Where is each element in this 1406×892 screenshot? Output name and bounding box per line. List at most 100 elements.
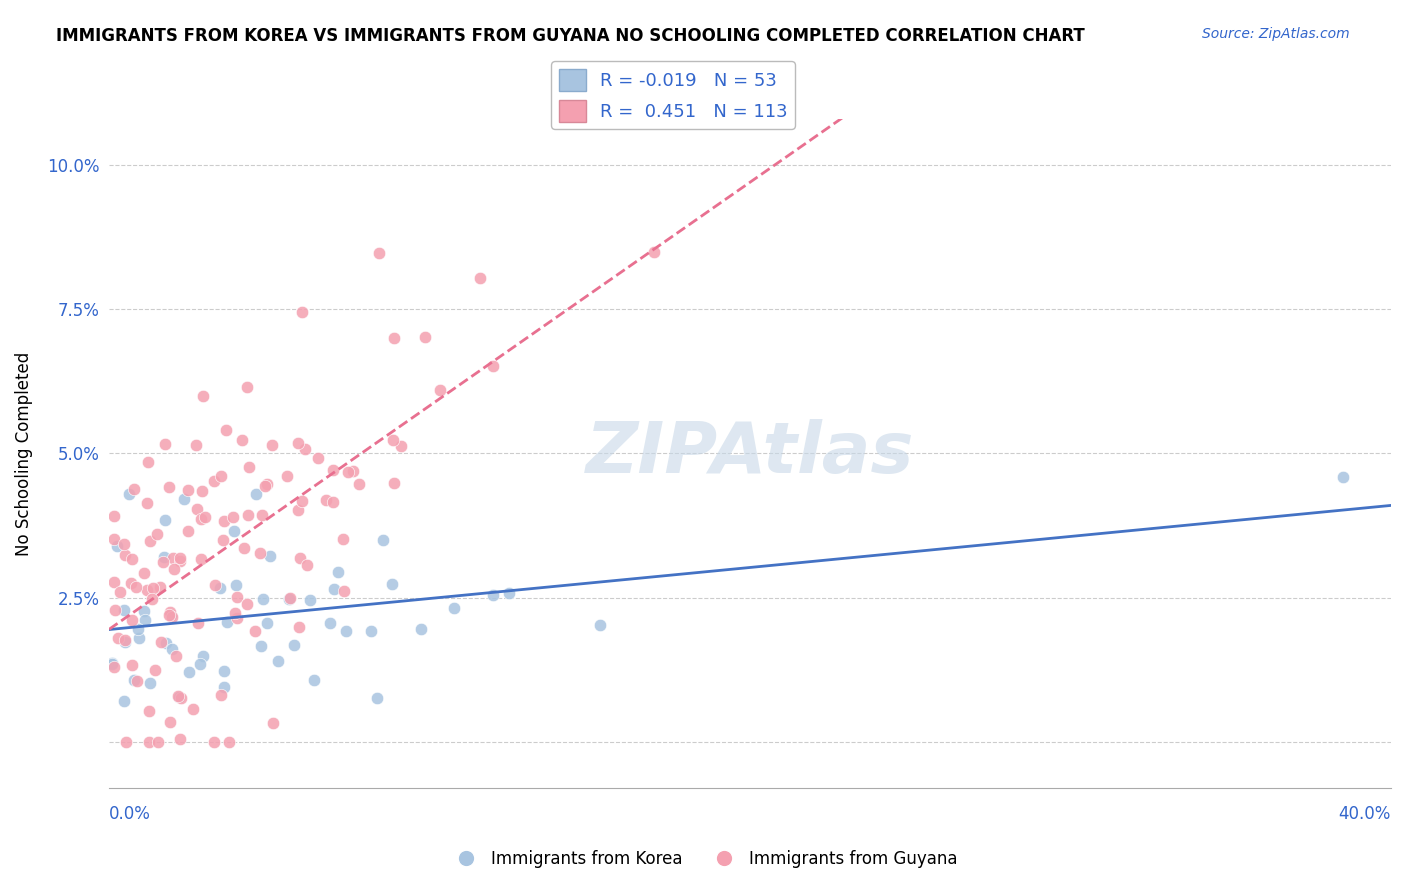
- Point: [112, 537, 135, 551]
- Point: [291, 305, 314, 319]
- Point: [202, 475, 225, 489]
- Point: [139, 533, 162, 548]
- Point: [498, 586, 520, 600]
- Point: [162, 562, 184, 576]
- Point: [103, 574, 125, 589]
- Point: [481, 588, 503, 602]
- Point: [291, 493, 314, 508]
- Point: [302, 673, 325, 687]
- Point: [208, 581, 231, 595]
- Point: [381, 577, 404, 591]
- Point: [191, 648, 214, 663]
- Point: [152, 555, 174, 569]
- Point: [184, 438, 207, 452]
- Point: [101, 657, 124, 671]
- Point: [238, 460, 260, 475]
- Text: IMMIGRANTS FROM KOREA VS IMMIGRANTS FROM GUYANA NO SCHOOLING COMPLETED CORRELATI: IMMIGRANTS FROM KOREA VS IMMIGRANTS FROM…: [56, 27, 1085, 45]
- Point: [153, 437, 176, 451]
- Point: [409, 623, 432, 637]
- Point: [238, 508, 260, 522]
- Point: [187, 616, 209, 631]
- Point: [290, 550, 312, 565]
- Point: [114, 548, 136, 562]
- Point: [148, 734, 170, 748]
- Point: [589, 618, 612, 632]
- Point: [259, 549, 281, 563]
- Point: [252, 591, 274, 606]
- Point: [326, 566, 349, 580]
- Point: [159, 605, 181, 619]
- Point: [214, 680, 236, 694]
- Point: [262, 716, 284, 731]
- Point: [260, 438, 283, 452]
- Point: [389, 439, 412, 453]
- Point: [139, 676, 162, 690]
- Point: [105, 539, 128, 553]
- Point: [141, 591, 163, 606]
- Point: [121, 657, 143, 672]
- Point: [276, 469, 298, 483]
- Point: [194, 510, 217, 524]
- Point: [336, 465, 359, 479]
- Text: ZIPAtlas: ZIPAtlas: [586, 419, 914, 488]
- Point: [124, 482, 146, 496]
- Point: [315, 493, 337, 508]
- Point: [283, 638, 305, 652]
- Point: [112, 694, 135, 708]
- Point: [114, 635, 136, 649]
- Text: 40.0%: 40.0%: [1339, 805, 1391, 823]
- Point: [342, 464, 364, 478]
- Point: [177, 483, 200, 498]
- Point: [429, 384, 451, 398]
- Point: [169, 554, 191, 568]
- Point: [101, 657, 124, 671]
- Legend: R = -0.019   N = 53, R =  0.451   N = 113: R = -0.019 N = 53, R = 0.451 N = 113: [551, 62, 794, 129]
- Point: [1331, 469, 1354, 483]
- Point: [443, 601, 465, 615]
- Point: [166, 648, 188, 663]
- Point: [288, 620, 311, 634]
- Point: [332, 584, 354, 599]
- Point: [332, 533, 354, 547]
- Point: [127, 622, 149, 636]
- Point: [107, 632, 129, 646]
- Point: [125, 673, 148, 688]
- Point: [170, 691, 193, 706]
- Text: 0.0%: 0.0%: [110, 805, 150, 823]
- Point: [209, 688, 232, 702]
- Point: [153, 550, 176, 565]
- Point: [643, 244, 665, 259]
- Point: [202, 734, 225, 748]
- Point: [413, 329, 436, 343]
- Point: [347, 476, 370, 491]
- Point: [135, 582, 157, 597]
- Point: [231, 433, 253, 447]
- Point: [225, 578, 247, 592]
- Point: [335, 624, 357, 638]
- Point: [149, 580, 172, 594]
- Point: [173, 491, 195, 506]
- Point: [250, 640, 273, 654]
- Point: [143, 663, 166, 677]
- Point: [114, 734, 136, 748]
- Point: [217, 615, 239, 630]
- Point: [157, 608, 180, 623]
- Point: [211, 533, 233, 547]
- Point: [169, 550, 191, 565]
- Point: [142, 582, 165, 596]
- Point: [188, 657, 211, 671]
- Point: [382, 331, 405, 345]
- Point: [226, 611, 249, 625]
- Point: [222, 510, 245, 524]
- Point: [233, 541, 256, 556]
- Point: [134, 604, 156, 618]
- Legend: Immigrants from Korea, Immigrants from Guyana: Immigrants from Korea, Immigrants from G…: [441, 844, 965, 875]
- Point: [162, 551, 184, 566]
- Point: [191, 484, 214, 499]
- Point: [287, 503, 309, 517]
- Point: [128, 631, 150, 645]
- Point: [295, 558, 318, 573]
- Point: [360, 624, 382, 638]
- Point: [319, 615, 342, 630]
- Point: [159, 715, 181, 730]
